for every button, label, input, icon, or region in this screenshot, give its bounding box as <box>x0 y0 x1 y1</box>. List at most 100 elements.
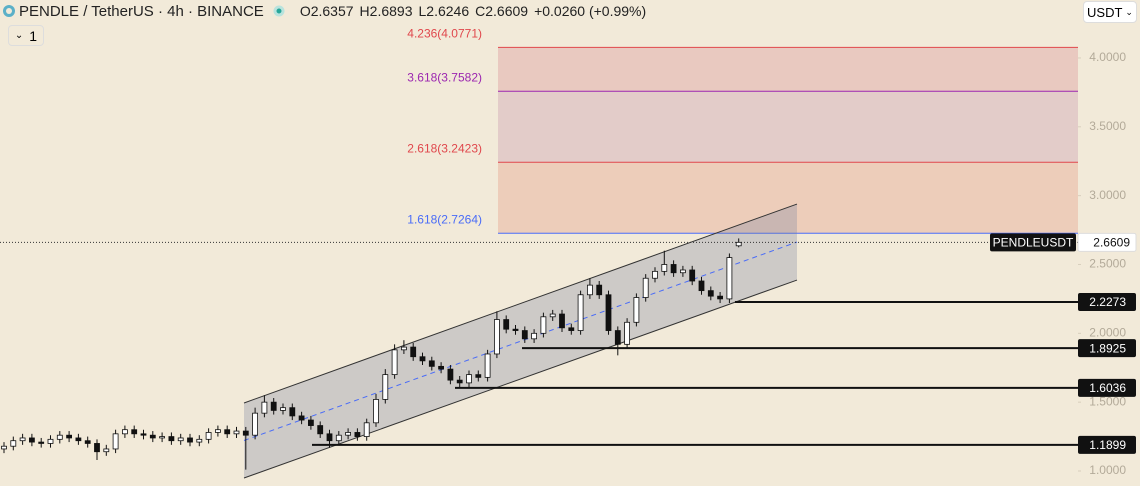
y-tick-label: 2.0000 <box>1089 325 1126 339</box>
candle-body <box>419 356 426 362</box>
candle-body <box>373 399 379 424</box>
status-dot <box>273 5 285 17</box>
candle-body <box>326 433 333 442</box>
candle-body <box>131 429 138 435</box>
candle-body <box>28 437 35 443</box>
price-label-box <box>1078 378 1136 397</box>
candle-body <box>140 433 147 436</box>
candle-body <box>438 365 445 370</box>
candle-body <box>661 264 668 272</box>
candle-body <box>335 434 342 442</box>
candle-body <box>354 432 361 437</box>
candle-body <box>112 433 119 450</box>
candle-body <box>233 430 240 435</box>
y-tick-label: 3.0000 <box>1089 188 1126 202</box>
y-tick-label: 3.5000 <box>1089 119 1126 133</box>
candle-body <box>614 330 621 345</box>
ohlc-label: C <box>475 3 486 19</box>
fib-label: 3.618(3.7582) <box>407 70 482 84</box>
fib-label: 4.236(4.0771) <box>407 27 482 41</box>
currency-dropdown[interactable]: USDT ⌄ <box>1083 1 1137 23</box>
candle-body <box>252 412 259 436</box>
candle-body <box>177 437 184 442</box>
indicator-toggle[interactable]: ⌄ 1 <box>8 25 44 46</box>
candle-body <box>633 297 640 323</box>
candle-body <box>400 346 407 351</box>
candle-body <box>382 374 389 400</box>
candle-body <box>642 277 649 298</box>
candle-body <box>493 319 500 355</box>
price-label-box <box>1078 435 1136 454</box>
candle-body <box>680 269 686 274</box>
y-tick-label: 1.5000 <box>1089 394 1126 408</box>
last-price-label: 2.6609 <box>1093 235 1130 249</box>
candle-body <box>503 319 510 330</box>
candle-body <box>447 368 454 381</box>
candle-body <box>84 440 91 444</box>
candle-body <box>568 327 575 331</box>
y-tick-label: 1.0000 <box>1089 463 1126 477</box>
candle-body <box>726 257 733 300</box>
candle-body <box>456 379 463 384</box>
candle-body <box>242 430 249 436</box>
candle-body <box>521 330 528 340</box>
y-tick-label: 4.0000 <box>1089 50 1126 64</box>
candle-body <box>1 445 7 450</box>
candle-body <box>652 270 658 279</box>
ohlc-legend: O2.6357 H2.6893 L2.6246 C2.6609 <box>300 3 534 19</box>
candle-body <box>205 432 212 440</box>
ohlc-label: O <box>299 3 311 19</box>
ohlc-value: 2.6893 <box>369 3 413 19</box>
candle-body <box>391 349 398 376</box>
candle-body <box>512 328 519 331</box>
candle-body <box>103 448 110 453</box>
price-label-box <box>1078 293 1136 312</box>
candle-body <box>689 269 696 282</box>
candle-body <box>289 407 296 417</box>
candle-body <box>307 419 314 426</box>
fib-zone <box>498 47 1078 92</box>
candle-body <box>428 360 435 367</box>
fib-label: 1.618(2.7264) <box>407 212 482 226</box>
price-label: 2.2273 <box>1089 295 1126 309</box>
ohlc-label: H <box>359 3 370 19</box>
fib-label: 2.618(3.2423) <box>407 141 482 155</box>
candle-body <box>122 429 128 435</box>
candle-body <box>624 321 630 345</box>
symbol-label-box <box>990 233 1076 252</box>
candle-body <box>261 401 268 414</box>
candle-body <box>38 441 45 444</box>
channel-fill <box>244 204 797 479</box>
ohlc-label: L <box>418 3 427 19</box>
candle-body <box>717 295 723 300</box>
candle-body <box>345 432 352 436</box>
candle-body <box>19 437 26 442</box>
candle-body <box>149 434 156 439</box>
candle-body <box>56 434 63 440</box>
candle-body <box>214 429 221 433</box>
candle-body <box>596 284 603 296</box>
price-label: 1.8925 <box>1089 341 1126 355</box>
candle-body <box>159 436 166 439</box>
candle-body <box>540 316 547 334</box>
price-label: 1.6036 <box>1089 381 1126 395</box>
price-change: +0.0260 (+0.99%) <box>534 3 647 19</box>
candle-body <box>10 440 17 447</box>
fib-zone <box>498 162 1078 234</box>
indicator-count: 1 <box>29 27 38 44</box>
candle-body <box>270 401 277 411</box>
channel-upper <box>243 203 798 404</box>
candle-body <box>605 294 612 331</box>
candle-body <box>466 374 472 384</box>
last-price-box <box>1077 232 1137 252</box>
candle-body <box>317 425 324 435</box>
candle-body <box>698 280 705 292</box>
ohlc-value: 2.6246 <box>426 3 470 19</box>
candle-body <box>280 407 286 411</box>
candle-body <box>196 438 203 443</box>
candle-body <box>707 290 714 297</box>
symbol-label: PENDLEUSDT <box>993 235 1074 249</box>
candle-body <box>587 284 593 296</box>
candle-body <box>298 415 305 421</box>
